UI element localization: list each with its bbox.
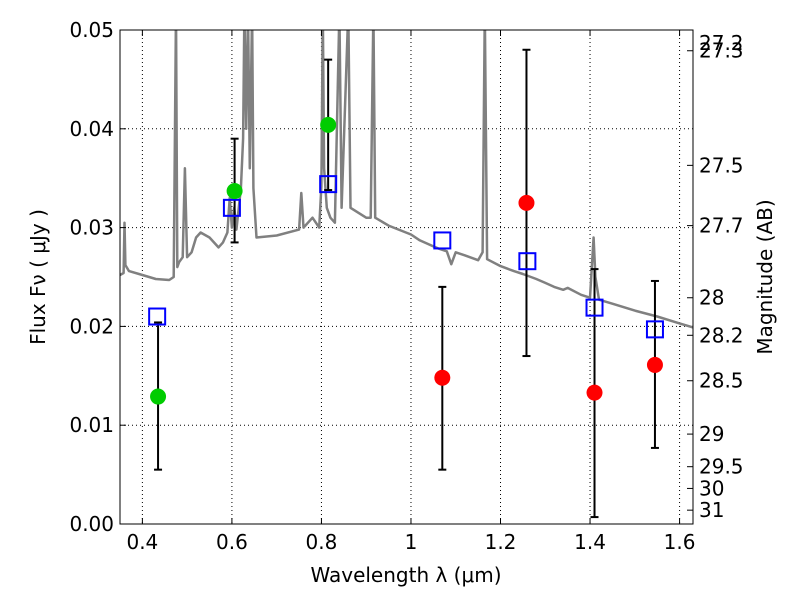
x-tick-label: 1.6 <box>664 530 696 554</box>
model-band-square <box>518 252 537 271</box>
x-tick-label: 0.4 <box>126 530 158 554</box>
mag-tick-label: 31 <box>699 498 724 522</box>
mag-tick-label: 27.5 <box>699 153 744 177</box>
mag-tick-label: 28 <box>699 286 724 310</box>
x-tick-label: 1 <box>405 530 418 554</box>
x-axis-label: Wavelength λ (μm) <box>310 563 501 587</box>
mag-tick-label: 28.2 <box>699 323 744 347</box>
mag-tick-label: 28.5 <box>699 369 744 393</box>
mag-tick-label: 29.5 <box>699 455 744 479</box>
mag-tick-label: 30 <box>699 476 724 500</box>
mag-tick-label: 27.3 <box>699 39 744 63</box>
detection-point <box>320 116 337 133</box>
mag-tick-label: 27.7 <box>699 214 744 238</box>
y-tick-label: 0.05 <box>69 18 114 42</box>
x-tick-label: 0.8 <box>306 530 338 554</box>
detection-point <box>150 388 167 405</box>
plot-area <box>120 30 693 519</box>
y-tick-label: 0.02 <box>69 314 114 338</box>
spectrum-line <box>120 30 693 329</box>
model-band-square <box>433 231 452 250</box>
model-band-square <box>319 175 338 194</box>
upper-limit-point <box>434 369 451 386</box>
plot-frame <box>119 29 694 525</box>
x-tick-label: 0.6 <box>216 530 248 554</box>
model-band-square <box>222 198 241 217</box>
model-band-square <box>585 298 604 317</box>
axes: 0.4 0.6 0.8 1 1.2 1.4 1.6 0.00 0.01 0.02 0.03 0.04 0… <box>69 18 743 554</box>
x-tick-label: 1.4 <box>574 530 606 554</box>
y-tick-label: 0.01 <box>69 413 114 437</box>
x-tick-label: 1.2 <box>485 530 517 554</box>
y-tick-label: 0.00 <box>69 512 114 536</box>
model-band-square <box>148 307 167 326</box>
upper-limit-point <box>586 384 603 401</box>
mag-tick-label: 29 <box>699 422 724 446</box>
mag-tick-label: 27.2 <box>699 31 744 55</box>
detection-point <box>226 183 243 200</box>
upper-limit-point <box>518 194 535 211</box>
upper-limit-point <box>646 356 663 373</box>
y-tick-label: 0.04 <box>69 117 114 141</box>
y-axis-label-right: Magnitude (AB) <box>753 199 777 354</box>
model-band-square <box>645 320 664 339</box>
y-tick-label: 0.03 <box>69 216 114 240</box>
y-axis-label-left: Flux Fν ( μJy ) <box>26 209 50 345</box>
